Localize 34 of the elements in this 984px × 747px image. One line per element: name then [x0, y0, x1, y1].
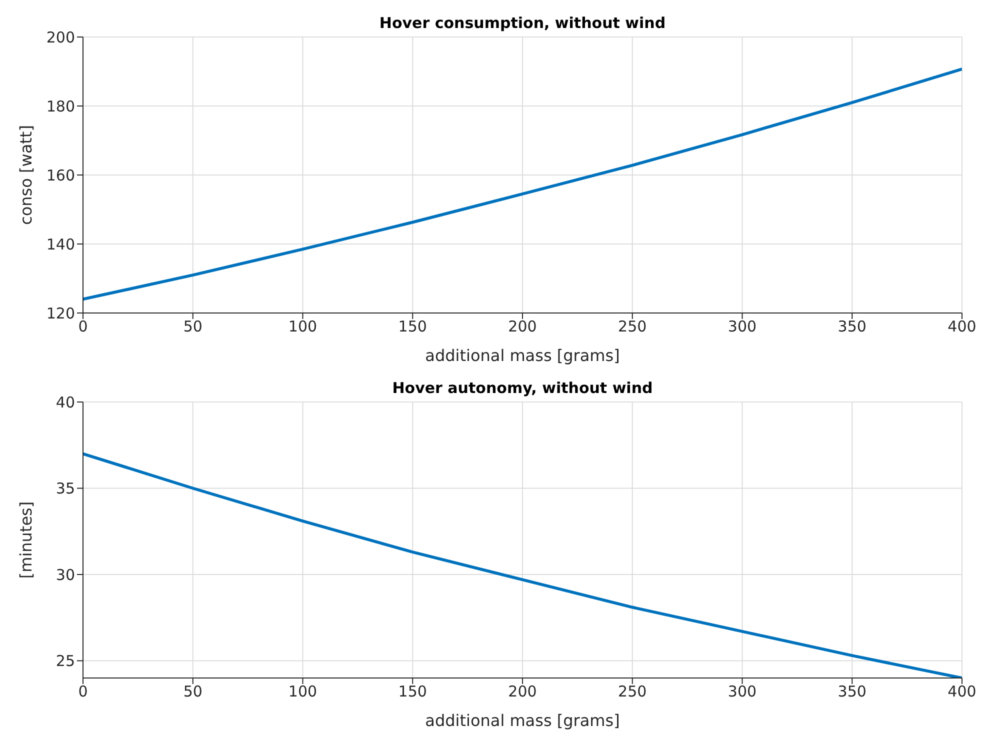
chart-title: Hover consumption, without wind — [378, 14, 667, 32]
chart-title: Hover autonomy, without wind — [391, 379, 654, 397]
y-tick-label: 40 — [56, 393, 75, 412]
x-tick-label: 300 — [728, 682, 757, 701]
x-tick-label: 250 — [618, 682, 647, 701]
y-tick-label: 120 — [46, 304, 75, 322]
y-tick-label: 35 — [56, 480, 75, 498]
x-axis-title: additional mass [grams] — [425, 711, 620, 730]
x-tick-label: 200 — [508, 682, 537, 701]
y-tick-label: 180 — [46, 97, 75, 116]
x-tick-label: 300 — [728, 318, 757, 336]
x-tick-label: 400 — [948, 318, 976, 336]
x-tick-label: 350 — [838, 318, 866, 336]
y-tick-label: 30 — [56, 566, 75, 584]
y-tick-label: 25 — [56, 652, 75, 670]
y-tick-label: 200 — [46, 28, 75, 46]
y-axis-title: [minutes] — [16, 501, 36, 579]
x-tick-label: 100 — [288, 682, 318, 701]
x-tick-label: 100 — [288, 318, 318, 336]
x-tick-label: 350 — [838, 682, 866, 701]
x-tick-label: 400 — [948, 682, 976, 701]
y-axis-title: conso [watt] — [16, 125, 36, 225]
x-tick-label: 50 — [183, 682, 202, 701]
x-tick-label: 200 — [508, 318, 537, 336]
x-tick-label: 50 — [183, 318, 202, 336]
x-tick-label: 150 — [398, 318, 427, 336]
x-tick-label: 0 — [78, 682, 88, 701]
x-tick-label: 150 — [398, 682, 427, 701]
y-tick-label: 160 — [46, 166, 75, 184]
line-series — [83, 68, 962, 301]
x-axis-title: additional mass [grams] — [425, 346, 620, 365]
x-tick-label: 0 — [78, 318, 88, 336]
y-tick-label: 140 — [46, 235, 75, 254]
x-tick-label: 250 — [618, 318, 647, 336]
